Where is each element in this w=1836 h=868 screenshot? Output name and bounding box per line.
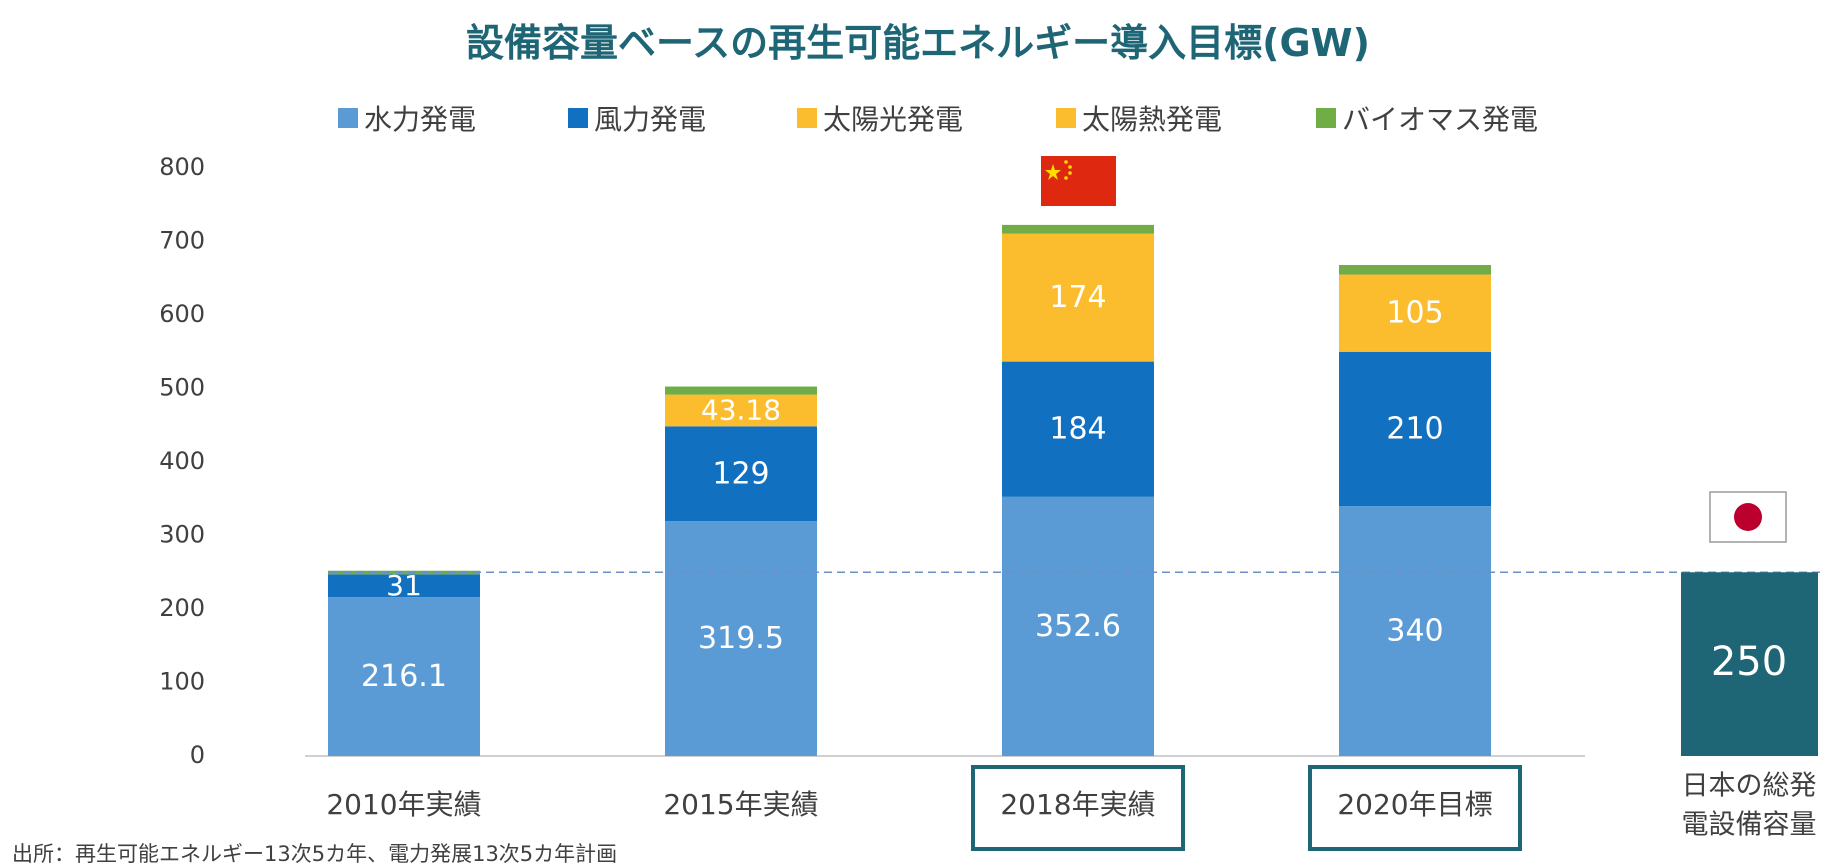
bar-value-label-1-1: 129 (712, 456, 769, 491)
bar-segment-2-2 (1002, 233, 1154, 362)
legend-label-hydro: 水力発電 (364, 103, 477, 136)
legend-item-hydro: 水力発電 (338, 98, 476, 138)
china-flag-small-star-icon-0 (1064, 160, 1068, 164)
bar-segment-0-1 (328, 574, 480, 598)
bar-value-label-1-2: 43.18 (701, 393, 781, 426)
reference-label-line-1: 日本の総発 (1682, 771, 1817, 802)
china-flag-icon (1041, 156, 1116, 206)
bar-segment-0-0 (328, 597, 480, 756)
y-tick-label-100: 100 (159, 668, 205, 696)
legend-item-biomass: バイオマス発電 (1316, 98, 1538, 138)
legend-swatch-biomass (1316, 108, 1336, 128)
legend-swatch-solar-pv (797, 108, 817, 128)
y-tick-label-700: 700 (159, 227, 205, 255)
japan-flag-sun-icon (1734, 503, 1762, 531)
category-highlight-box-2 (971, 765, 1185, 851)
legend-swatch-solar-thermal (1056, 108, 1076, 128)
legend-item-wind: 風力発電 (568, 98, 706, 138)
legend-swatch-hydro (338, 108, 358, 128)
bar-segment-2-0 (1002, 496, 1154, 756)
legend-item-solar-pv: 太陽光発電 (797, 98, 963, 138)
bar-segment-3-1 (1339, 351, 1491, 507)
reference-bar-value-label: 250 (1711, 639, 1787, 685)
chart-title: 設備容量ベースの再生可能エネルギー導入目標(GW) (466, 21, 1370, 65)
bar-value-label-2-1: 184 (1049, 412, 1106, 447)
bar-segment-3-2 (1339, 274, 1491, 352)
bar-segment-2-1 (1002, 361, 1154, 497)
bar-value-label-3-2: 105 (1386, 296, 1443, 331)
bar-segment-2-4 (1002, 224, 1154, 234)
y-tick-label-300: 300 (159, 521, 205, 549)
y-tick-label-200: 200 (159, 594, 205, 622)
china-flag-small-star-icon-1 (1068, 165, 1072, 169)
legend: 水力発電 風力発電 太陽光発電 太陽熱発電 バイオマス発電 (0, 98, 1836, 138)
bar-segment-1-2 (665, 394, 817, 427)
china-flag-small-star-icon-2 (1068, 171, 1072, 175)
y-tick-label-500: 500 (159, 374, 205, 402)
source-note: 出所：再生可能エネルギー13次5カ年、電力発展13次5カ年計画 (12, 842, 618, 866)
bar-value-label-1-0: 319.5 (698, 621, 784, 656)
bar-segment-3-4 (1339, 265, 1491, 275)
legend-item-solar-thermal: 太陽熱発電 (1056, 98, 1222, 138)
bar-segment-3-0 (1339, 506, 1491, 756)
bar-value-label-0-0: 216.1 (361, 659, 447, 694)
x-category-label-3: 2020年目標 (1337, 788, 1492, 821)
y-tick-label-600: 600 (159, 300, 205, 328)
reference-label-line-2: 電設備容量 (1682, 810, 1817, 841)
reference-bar (1681, 572, 1818, 756)
bar-value-label-2-2: 174 (1049, 280, 1106, 315)
legend-label-solar-pv: 太陽光発電 (823, 103, 964, 136)
y-tick-label-0: 0 (190, 741, 205, 769)
x-category-label-1: 2015年実績 (663, 788, 818, 821)
bar-segment-1-0 (665, 521, 817, 756)
china-flag-small-star-icon-3 (1064, 176, 1068, 180)
bar-segment-1-4 (665, 386, 817, 395)
y-tick-label-400: 400 (159, 447, 205, 475)
legend-label-wind: 風力発電 (594, 103, 707, 136)
x-category-label-0: 2010年実績 (326, 788, 481, 821)
legend-label-biomass: バイオマス発電 (1342, 103, 1539, 136)
bar-value-label-3-1: 210 (1386, 411, 1443, 446)
bar-segment-0-4 (328, 570, 480, 575)
legend-label-solar-thermal: 太陽熱発電 (1082, 103, 1223, 136)
x-category-label-2: 2018年実績 (1000, 788, 1155, 821)
china-flag-big-star-icon (1045, 164, 1061, 180)
category-highlight-box-3 (1308, 765, 1522, 851)
bar-value-label-2-0: 352.6 (1035, 609, 1121, 644)
bar-value-label-3-0: 340 (1386, 614, 1443, 649)
bar-segment-1-1 (665, 426, 817, 522)
y-tick-label-800: 800 (159, 153, 205, 181)
legend-swatch-wind (568, 108, 588, 128)
